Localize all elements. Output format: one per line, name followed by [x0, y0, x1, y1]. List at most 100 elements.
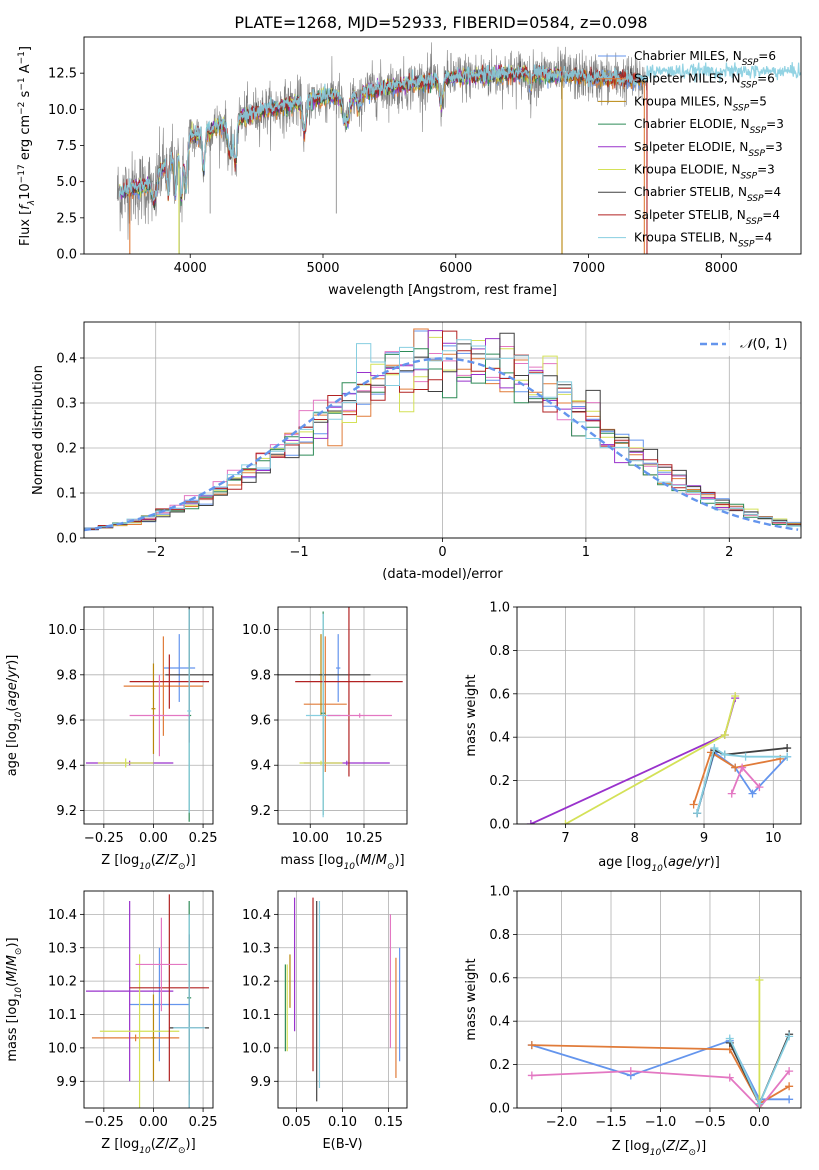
- y-axis-label: mass weight: [464, 958, 479, 1040]
- x-axis-label: Z [log10(Z/Z⊙)]: [101, 1137, 195, 1156]
- x-tick-label: 0.25: [189, 831, 218, 846]
- legend-label: Chabrier STELIB, NSSP=4: [634, 185, 781, 204]
- x-tick-label: 0.10: [328, 1115, 357, 1130]
- x-tick-label: 5000: [306, 261, 339, 276]
- y-tick-label: 9.4: [56, 759, 77, 774]
- x-tick-label: 8000: [705, 261, 738, 276]
- x-tick-label: 0.00: [139, 831, 168, 846]
- errorbar-point: [85, 901, 174, 1082]
- weight-marker: [693, 809, 702, 818]
- y-tick-label: 10.2: [242, 975, 271, 990]
- weight-marker: [527, 1041, 536, 1050]
- axes-frame: [83, 36, 802, 255]
- legend: Chabrier MILES, NSSP=6 Salpeter MILES, NS…: [598, 49, 784, 250]
- axes-frame: [83, 890, 214, 1109]
- errorbar-point: [135, 917, 188, 1012]
- y-tick-label: 0.4: [489, 1015, 510, 1030]
- y-tick-label: 0.6: [489, 687, 510, 702]
- panels: 4000 5000 6000 7000 80000.02.55.07.510.012.5…: [5, 36, 802, 1158]
- plot-area: [84, 328, 801, 532]
- weight-marker: [783, 744, 792, 753]
- y-tick-label: 10.3: [242, 941, 271, 956]
- weight-marker: [731, 763, 740, 772]
- plot-area: [284, 897, 401, 1102]
- x-axis-label: mass [log10(M/M⊙)]: [280, 853, 404, 872]
- ticks: 10.00 10.25 9.2 9.4 9.6 9.8 10.0: [242, 623, 383, 846]
- weight-line: [692, 751, 781, 805]
- y-tick-label: 0.8: [489, 644, 510, 659]
- weight-marker: [731, 691, 740, 700]
- x-tick-label: 0.25: [189, 1115, 218, 1130]
- y-tick-label: 0.4: [56, 352, 77, 367]
- legend-label: Salpeter ELODIE, NSSP=3: [634, 140, 783, 159]
- errorbar-point: [129, 654, 210, 709]
- axes-frame: [277, 890, 408, 1109]
- ticks: −0.25 0.00 0.25 9.9 10.0 10.1 10.2 10.3 10.4: [48, 908, 218, 1130]
- x-tick-label: −0.25: [84, 1115, 124, 1130]
- y-axis-label: Flux [fλ10−17 erg cm−2 s−1 A−1]: [17, 46, 37, 246]
- legend-label: Chabrier MILES, NSSP=6: [634, 49, 776, 68]
- weight-marker: [689, 800, 698, 809]
- mass-age-axes: 10.00 10.25 9.2 9.4 9.6 9.8 10.0 mass [log10(M/…: [242, 606, 408, 872]
- legend: 𝒩(0, 1): [692, 330, 794, 356]
- y-tick-label: 0.4: [489, 731, 510, 746]
- y-tick-label: 10.0: [48, 623, 77, 638]
- x-tick-label: 0.15: [374, 1115, 403, 1130]
- gridlines: [517, 890, 801, 1109]
- ticks: 4000 5000 6000 7000 8000 0.0 2.5 5.0 7.5 10.0 12.5: [48, 67, 738, 276]
- y-tick-label: 10.0: [48, 1041, 77, 1056]
- x-tick-label: 2: [725, 545, 733, 560]
- weight-line: [565, 695, 737, 824]
- y-axis-label: mass [log10(M/M⊙)]: [5, 937, 24, 1061]
- weight-marker: [755, 783, 764, 792]
- ticks: −0.25 0.00 0.25 9.2 9.4 9.6 9.8 10.0: [48, 623, 218, 846]
- ticks: 0.05 0.10 0.15 9.9 10.0 10.1 10.2 10.3 10.4: [242, 908, 403, 1130]
- y-tick-label: 10.0: [242, 623, 271, 638]
- weight-marker: [720, 750, 729, 759]
- axes-frame: [83, 321, 802, 539]
- weight-marker: [720, 731, 729, 740]
- z-weight-axes: −2.0 −1.5 −1.0 −0.5 0.0 0.0 0.2 0.4 0.6 0.8 1.0 Z […: [464, 885, 802, 1158]
- y-axis-label: age [log10(age/yr)]: [5, 655, 24, 777]
- gridlines: [517, 606, 801, 825]
- legend-label: Chabrier ELODIE, NSSP=3: [634, 117, 784, 136]
- histogram-axes: −2 −1 0 1 2 0.0 0.1 0.2 0.3 0.4 (data-model)/error…: [31, 321, 802, 582]
- errorbar-point: [151, 994, 156, 1082]
- ticks: 7 8 9 10 0.0 0.2 0.4 0.6 0.8 1.0: [489, 601, 781, 847]
- y-tick-label: 10.2: [48, 975, 77, 990]
- weight-marker: [785, 1067, 794, 1076]
- spectrum-axes: 4000 5000 6000 7000 8000 0.0 2.5 5.0 7.5 10.0 12.5…: [17, 36, 802, 298]
- x-tick-label: 9: [700, 831, 708, 846]
- x-tick-label: −1.5: [595, 1115, 627, 1130]
- weight-marker: [526, 820, 535, 824]
- weight-marker: [785, 1082, 794, 1091]
- axes-frame: [83, 606, 214, 825]
- plot-area: [278, 607, 403, 818]
- weight-marker: [725, 1034, 734, 1043]
- weight-marker: [738, 763, 747, 772]
- x-tick-label: 0.00: [139, 1115, 168, 1130]
- axes-frame: [277, 606, 408, 825]
- x-axis-label: wavelength [Angstrom, rest frame]: [328, 283, 557, 298]
- legend-label: 𝒩(0, 1): [740, 337, 787, 352]
- gridlines: [278, 891, 407, 1108]
- z-age-axes: −0.25 0.00 0.25 9.2 9.4 9.6 9.8 10.0 Z [log10(Z/…: [5, 606, 218, 872]
- errorbar-point: [91, 1034, 180, 1042]
- model-fit-line: [119, 62, 801, 202]
- errorbar-point: [295, 607, 403, 777]
- x-tick-label: 0: [438, 545, 446, 560]
- y-tick-label: 9.8: [250, 668, 271, 683]
- errorbar-point: [97, 758, 154, 768]
- x-tick-label: 6000: [439, 261, 472, 276]
- y-tick-label: 0.8: [489, 928, 510, 943]
- weight-marker: [783, 752, 792, 761]
- errorbar-point: [123, 636, 204, 736]
- y-tick-label: 9.4: [250, 759, 271, 774]
- errorbar-point: [129, 674, 190, 757]
- y-tick-label: 10.1: [48, 1008, 77, 1023]
- weight-marker: [755, 975, 764, 984]
- y-tick-label: 0.2: [489, 1058, 510, 1073]
- errorbar-point: [129, 894, 210, 1082]
- x-tick-label: 0.0: [749, 1115, 770, 1130]
- legend-label: Salpeter STELIB, NSSP=4: [634, 208, 780, 227]
